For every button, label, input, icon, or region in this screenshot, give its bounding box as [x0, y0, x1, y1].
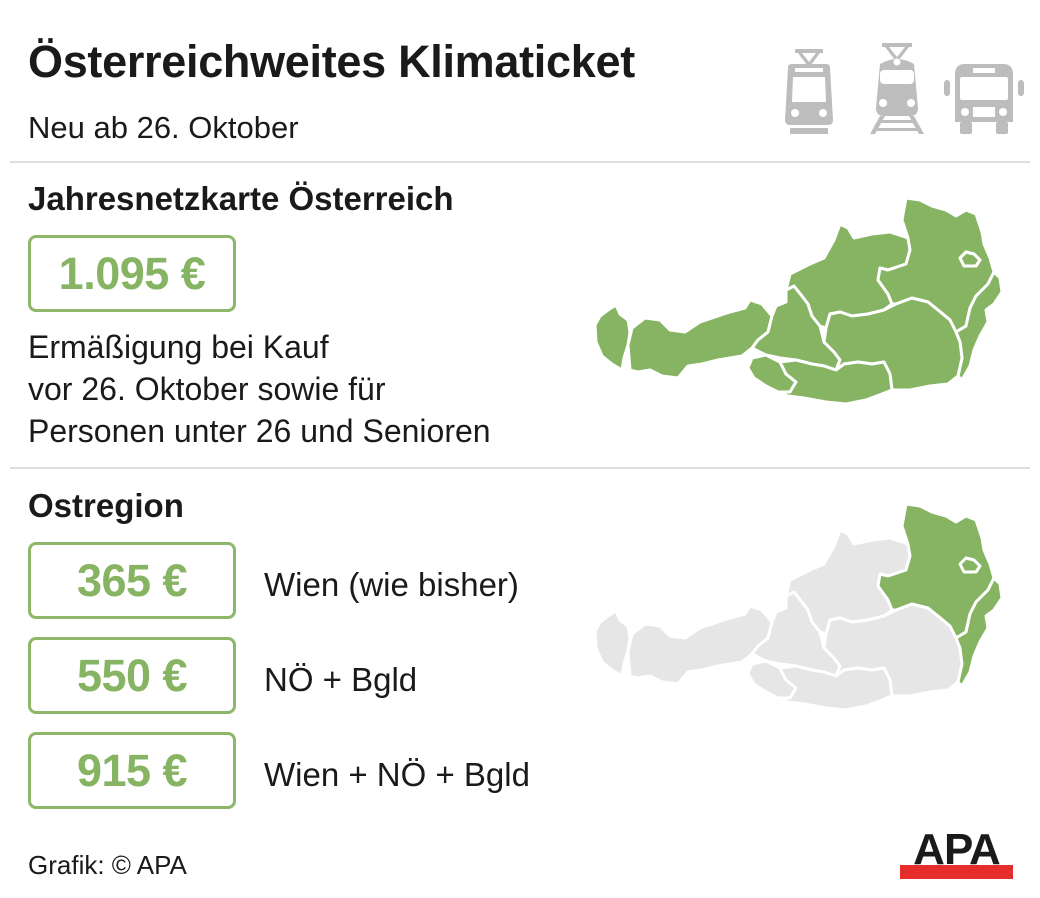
price-box-wien: 365 €: [28, 542, 236, 619]
logo-text: APA: [913, 832, 1001, 865]
section-heading-east: Ostregion: [28, 487, 184, 524]
map-state-kaernten: [776, 358, 894, 406]
label-noe-bgld: NÖ + Bgld: [264, 661, 418, 698]
divider-top: [10, 161, 1030, 163]
page-subtitle: Neu ab 26. Oktober: [28, 110, 299, 145]
page-title: Österreichweites Klimaticket: [28, 36, 635, 87]
map-state-wien: [958, 556, 982, 574]
austria-map-east: [593, 502, 1004, 712]
logo-red-bar: [900, 865, 1013, 879]
bus-icon: [944, 64, 1024, 134]
section-heading-national: Jahresnetzkarte Österreich: [28, 180, 454, 217]
map-state-vorarlberg: [593, 303, 632, 372]
description-line: vor 26. Oktober sowie für: [28, 371, 386, 407]
description-line: Personen unter 26 und Senioren: [28, 413, 491, 449]
apa-logo: APA: [900, 832, 1013, 882]
price-noe-bgld: 550 €: [76, 650, 188, 701]
price-box-noe-bgld: 550 €: [28, 637, 236, 714]
price-box-wien-noe-bgld: 915 €: [28, 732, 236, 809]
price-wien-noe-bgld: 915 €: [76, 745, 188, 796]
map-state-vorarlberg: [593, 609, 632, 678]
graphic-credit: Grafik: © APA: [28, 850, 187, 880]
austria-map-national: [593, 196, 1004, 406]
map-state-kaernten: [776, 664, 894, 712]
tram-icon: [785, 49, 833, 134]
description-line: Ermäßigung bei Kauf: [28, 329, 329, 365]
price-wien: 365 €: [76, 555, 188, 606]
train-icon: [870, 43, 924, 134]
price-box-national: 1.095 €: [28, 235, 236, 312]
price-national: 1.095 €: [58, 248, 206, 299]
transport-icons: [780, 40, 1030, 135]
divider-middle: [10, 467, 1030, 469]
map-state-burgenland: [954, 576, 1004, 688]
national-description: Ermäßigung bei Kauf vor 26. Oktober sowi…: [28, 326, 491, 452]
label-wien: Wien (wie bisher): [264, 566, 519, 603]
label-wien-noe-bgld: Wien + NÖ + Bgld: [264, 756, 530, 793]
